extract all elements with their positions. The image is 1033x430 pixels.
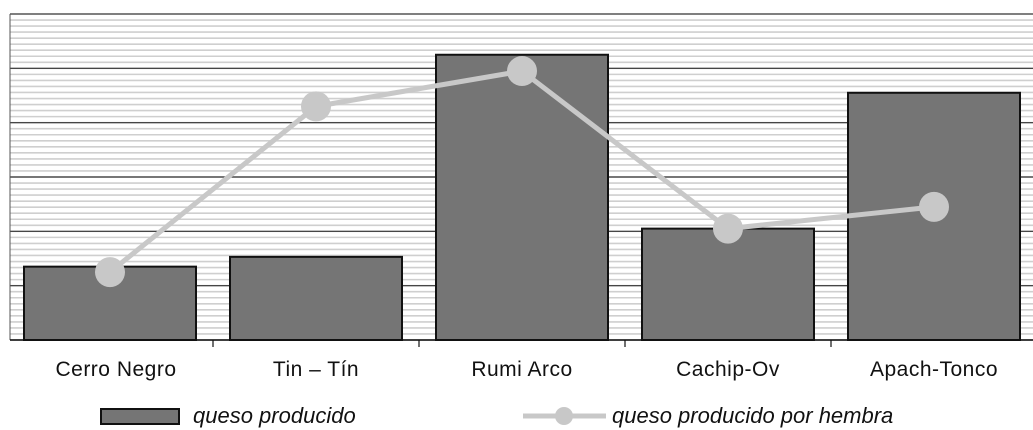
line-point (713, 213, 743, 244)
legend-label-bars: queso producido (193, 403, 356, 428)
bar (641, 227, 815, 341)
bar-series (23, 53, 1021, 341)
bar (435, 53, 609, 341)
line-series (95, 56, 949, 288)
legend: queso producido queso producido por hemb… (100, 403, 893, 428)
category-label: Rumi Arco (471, 358, 572, 381)
category-labels: Cerro Negro Tin – Tín Rumi Arco Cachip-O… (55, 358, 998, 381)
bar (229, 255, 403, 341)
line-point (507, 56, 537, 87)
category-label: Cerro Negro (55, 358, 176, 381)
line-point (301, 91, 331, 122)
legend-bar-swatch (100, 408, 180, 425)
x-axis-ticks (212, 340, 832, 347)
category-label: Cachip-Ov (676, 358, 780, 381)
category-label: Apach-Tonco (870, 358, 998, 381)
legend-label-line: queso producido por hembra (612, 403, 893, 428)
legend-line-marker (555, 407, 573, 425)
line-point (919, 191, 949, 222)
category-label: Tin – Tín (273, 358, 359, 381)
line-point (95, 257, 125, 288)
